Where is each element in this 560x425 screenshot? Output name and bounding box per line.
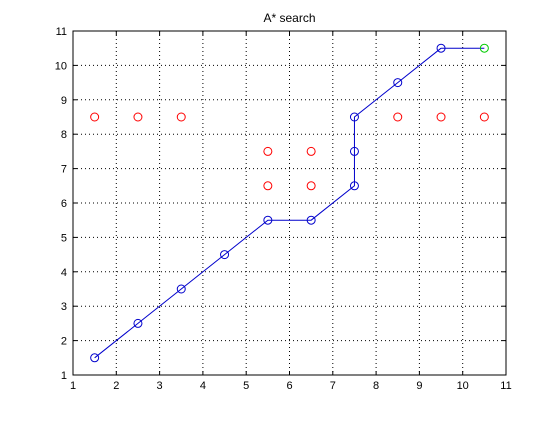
y-tick-label: 10 (55, 60, 67, 72)
obstacle-marker (393, 112, 403, 122)
y-tick-label: 5 (61, 232, 67, 244)
y-tick-label: 8 (61, 129, 67, 141)
axis-ticks (72, 30, 507, 376)
x-tick-label: 9 (416, 380, 422, 392)
x-tick-label: 3 (157, 380, 163, 392)
chart-title: A* search (263, 11, 315, 25)
path-marker (263, 215, 273, 225)
obstacle-marker (263, 146, 273, 156)
y-tick-label: 11 (56, 26, 67, 38)
path-marker (176, 284, 186, 294)
path-marker (393, 78, 403, 88)
y-tick-label: 1 (61, 370, 67, 382)
goal-marker (479, 43, 489, 53)
y-tick-label: 9 (61, 95, 67, 107)
path-marker (90, 353, 100, 363)
x-tick-label: 7 (330, 380, 336, 392)
x-tick-label: 5 (243, 380, 249, 392)
x-tick-label: 10 (457, 380, 469, 392)
path-marker (349, 181, 359, 191)
y-tick-label: 2 (61, 336, 67, 348)
obstacle-marker (263, 181, 273, 191)
path-line (94, 47, 442, 359)
obstacle-marker (306, 146, 316, 156)
obstacle-marker (176, 112, 186, 122)
x-tick-label: 1 (70, 380, 76, 392)
path-marker (349, 112, 359, 122)
x-tick-label: 2 (113, 380, 119, 392)
obstacle-marker (306, 181, 316, 191)
path-marker (306, 215, 316, 225)
obstacle-marker (436, 112, 446, 122)
path-marker (133, 318, 143, 328)
obstacle-marker (479, 112, 489, 122)
y-tick-label: 4 (61, 267, 67, 279)
obstacle-marker (90, 112, 100, 122)
path-marker (349, 146, 359, 156)
x-tick-label: 6 (286, 380, 292, 392)
y-tick-label: 6 (61, 198, 67, 210)
x-tick-label: 4 (200, 380, 206, 392)
x-tick-label: 11 (500, 380, 511, 392)
plot-series (90, 43, 489, 363)
y-tick-label: 3 (61, 301, 67, 313)
obstacle-marker (133, 112, 143, 122)
grid-lines (73, 31, 506, 375)
path-marker (220, 250, 230, 260)
x-tick-label: 8 (373, 380, 379, 392)
y-tick-label: 7 (61, 164, 67, 176)
